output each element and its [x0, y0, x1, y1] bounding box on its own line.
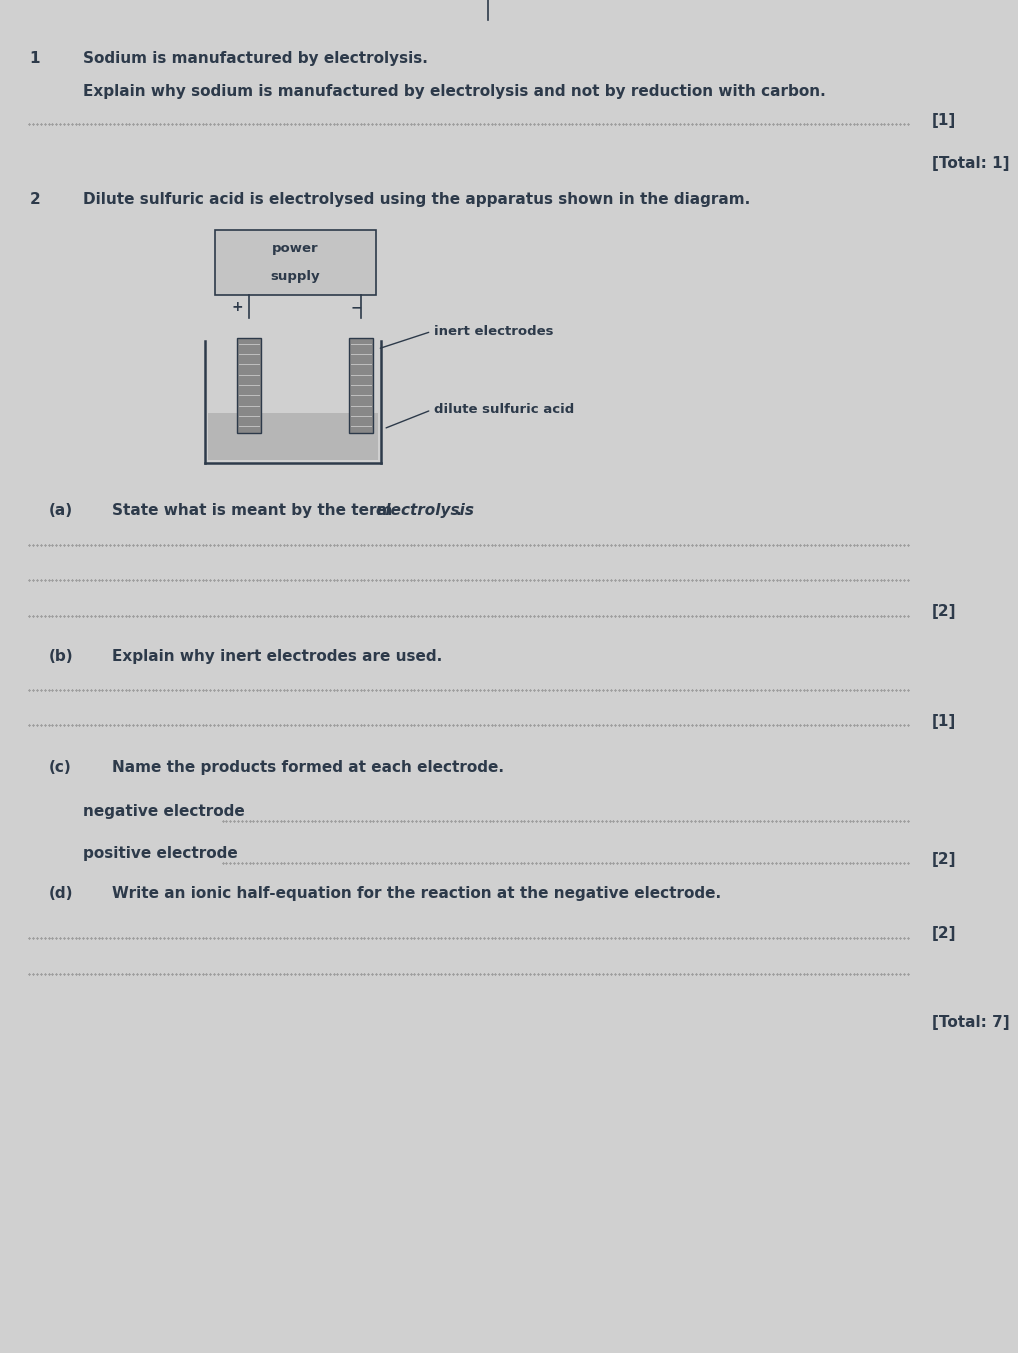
Text: Write an ionic half-equation for the reaction at the negative electrode.: Write an ionic half-equation for the rea…: [112, 886, 722, 901]
Text: negative electrode: negative electrode: [82, 804, 244, 819]
Text: State what is meant by the term: State what is meant by the term: [112, 503, 398, 518]
Text: [2]: [2]: [931, 925, 957, 942]
Text: supply: supply: [271, 269, 320, 283]
FancyBboxPatch shape: [208, 413, 378, 460]
Text: (a): (a): [49, 503, 73, 518]
Text: [Total: 1]: [Total: 1]: [931, 156, 1010, 170]
Text: [1]: [1]: [931, 713, 956, 729]
Text: −: −: [350, 300, 362, 314]
FancyBboxPatch shape: [237, 338, 261, 433]
Text: (c): (c): [49, 760, 71, 775]
Text: Explain why inert electrodes are used.: Explain why inert electrodes are used.: [112, 649, 443, 664]
Text: 1: 1: [30, 51, 40, 66]
Text: [Total: 7]: [Total: 7]: [931, 1015, 1010, 1030]
Text: 2: 2: [30, 192, 40, 207]
Text: [2]: [2]: [931, 851, 957, 867]
Text: Name the products formed at each electrode.: Name the products formed at each electro…: [112, 760, 504, 775]
FancyBboxPatch shape: [215, 230, 376, 295]
Text: [1]: [1]: [931, 112, 956, 129]
Text: inert electrodes: inert electrodes: [435, 325, 554, 338]
FancyBboxPatch shape: [349, 338, 373, 433]
Text: positive electrode: positive electrode: [82, 846, 237, 861]
Text: [2]: [2]: [931, 603, 957, 620]
Text: Explain why sodium is manufactured by electrolysis and not by reduction with car: Explain why sodium is manufactured by el…: [82, 84, 826, 99]
Text: (b): (b): [49, 649, 73, 664]
Text: .: .: [456, 503, 461, 518]
Text: Sodium is manufactured by electrolysis.: Sodium is manufactured by electrolysis.: [82, 51, 428, 66]
Text: power: power: [272, 242, 319, 256]
Text: electrolysis: electrolysis: [376, 503, 474, 518]
Text: (d): (d): [49, 886, 73, 901]
Text: +: +: [231, 300, 243, 314]
Text: dilute sulfuric acid: dilute sulfuric acid: [435, 403, 574, 417]
Text: Dilute sulfuric acid is electrolysed using the apparatus shown in the diagram.: Dilute sulfuric acid is electrolysed usi…: [82, 192, 750, 207]
